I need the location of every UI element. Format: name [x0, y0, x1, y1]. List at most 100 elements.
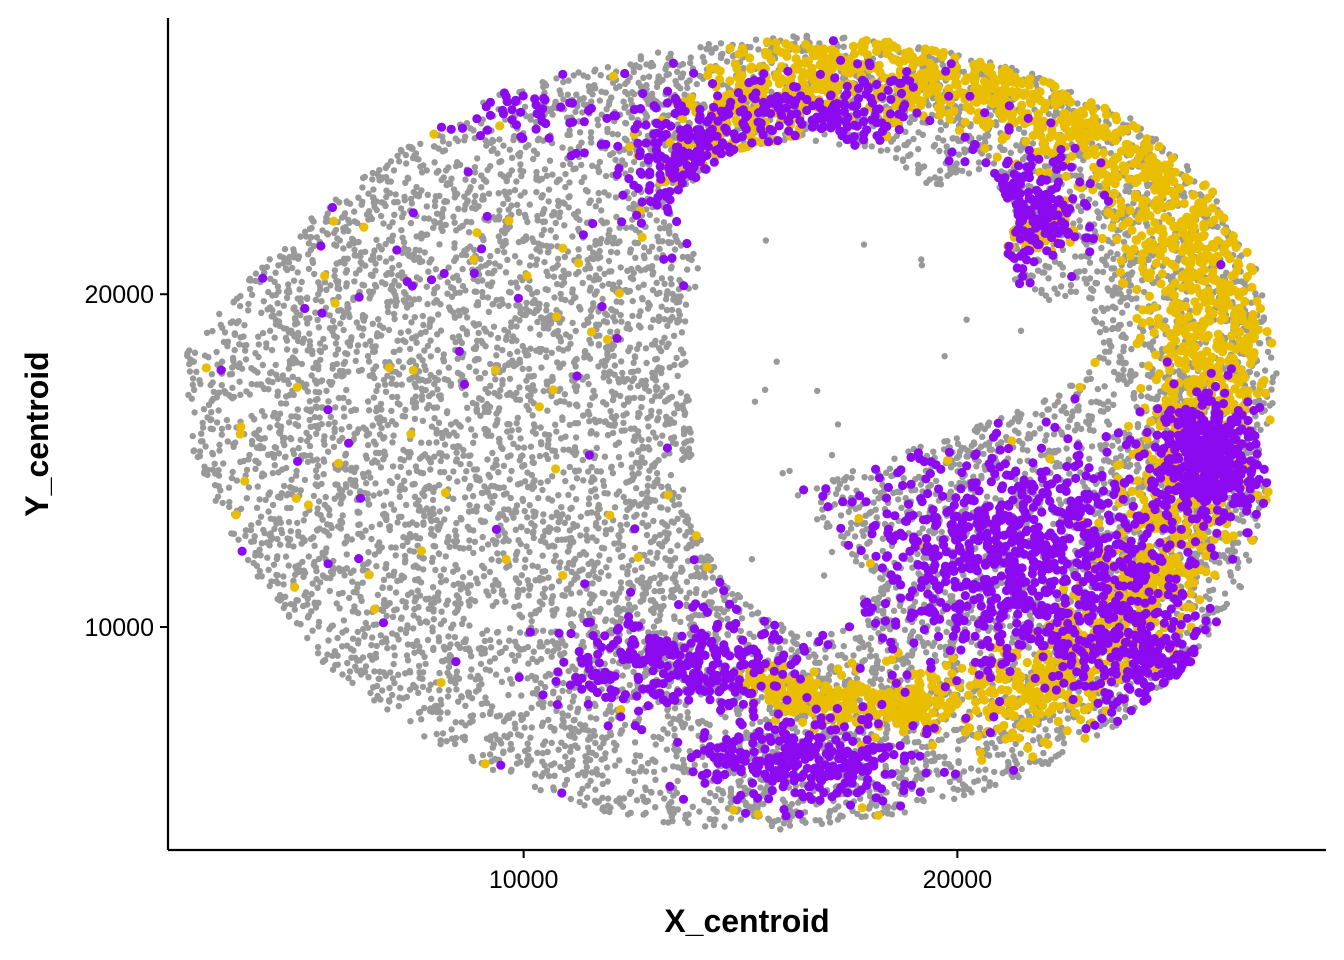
- cell-point-grey: [862, 553, 870, 561]
- cell-point-grey: [617, 553, 624, 561]
- cell-point-grey: [387, 158, 395, 165]
- cell-point-grey: [847, 525, 855, 532]
- cell-point-grey: [1115, 376, 1122, 383]
- cell-point-grey: [1055, 496, 1063, 503]
- cell-point-grey: [424, 191, 431, 198]
- cell-point-grey: [585, 380, 592, 388]
- cell-point-grey: [554, 526, 561, 533]
- cell-point-grey: [650, 517, 657, 525]
- cell-point-grey: [943, 143, 950, 150]
- cell-point-grey: [606, 599, 613, 606]
- cell-point-grey: [1254, 421, 1261, 428]
- cell-point-grey: [552, 234, 559, 241]
- cell-point-grey: [576, 303, 583, 311]
- cell-point-grey: [657, 612, 664, 619]
- cell-point-grey: [467, 596, 475, 603]
- cell-point-grey: [901, 141, 908, 149]
- cell-point-grey: [1110, 255, 1117, 262]
- cell-point-grey: [881, 735, 888, 743]
- cell-point-grey: [578, 161, 585, 169]
- cell-point-grey: [652, 356, 659, 363]
- cell-point-grey: [354, 628, 361, 636]
- cell-point-grey: [395, 282, 402, 289]
- cell-point-grey: [645, 248, 653, 255]
- cell-point-grey: [537, 424, 544, 431]
- cell-point-grey: [398, 513, 405, 520]
- cell-point-grey: [469, 204, 476, 211]
- cell-point-grey: [615, 454, 623, 461]
- cell-point-grey: [639, 574, 646, 581]
- cell-point-grey: [229, 384, 236, 391]
- cell-point-grey: [370, 186, 377, 193]
- cell-point-grey: [213, 348, 220, 356]
- cell-point-grey: [976, 134, 983, 141]
- cell-point-grey: [452, 527, 459, 534]
- cell-point-grey: [579, 456, 586, 464]
- cell-point-grey: [660, 594, 667, 602]
- cell-point-grey: [268, 346, 276, 354]
- cell-point-grey: [901, 626, 909, 634]
- cell-point-grey: [687, 54, 694, 61]
- cell-point-grey: [1052, 753, 1060, 760]
- cell-point-grey: [973, 463, 980, 470]
- cell-point-grey: [543, 172, 551, 179]
- cell-point-grey: [405, 295, 413, 302]
- cell-point-grey: [435, 550, 443, 557]
- cell-point-grey: [429, 554, 436, 562]
- cell-point-grey: [765, 815, 772, 822]
- cell-point-grey: [548, 349, 555, 357]
- cell-point-grey: [605, 192, 612, 199]
- cell-point-grey: [965, 170, 973, 177]
- cell-point-grey: [1070, 220, 1077, 227]
- cell-point-grey: [428, 517, 435, 525]
- cell-point-grey: [428, 695, 435, 702]
- cell-point-grey: [315, 324, 323, 331]
- cell-point-grey: [437, 572, 444, 580]
- cell-point-grey: [1245, 557, 1253, 564]
- cell-point-grey: [471, 164, 479, 171]
- cell-point-grey: [479, 277, 486, 284]
- cell-point-grey: [1114, 250, 1121, 258]
- cell-point-grey: [609, 657, 617, 665]
- cell-point-grey: [900, 475, 907, 482]
- cell-point-grey: [295, 444, 302, 452]
- cell-point-grey: [415, 662, 423, 670]
- cell-point-grey: [627, 167, 635, 174]
- cell-point-grey: [199, 424, 207, 431]
- cell-point-grey: [586, 336, 593, 344]
- cell-point-grey: [981, 786, 988, 793]
- cell-point-grey: [462, 176, 469, 183]
- cell-point-grey: [587, 284, 594, 291]
- cell-point-grey: [380, 576, 388, 583]
- cell-point-grey: [464, 245, 471, 253]
- cell-point-grey: [598, 207, 605, 214]
- cell-point-grey: [619, 672, 626, 679]
- cell-point-grey: [1112, 304, 1119, 312]
- cell-point-grey: [403, 501, 410, 509]
- cell-point-grey: [208, 409, 215, 416]
- cell-point-grey: [281, 482, 288, 490]
- cell-point-grey: [637, 500, 645, 508]
- cell-point-grey: [585, 83, 593, 90]
- cell-point-grey: [671, 705, 679, 712]
- cell-point-grey: [822, 654, 829, 661]
- cell-point-grey: [365, 358, 373, 365]
- cell-point-grey: [425, 268, 432, 275]
- cell-point-grey: [364, 441, 372, 449]
- cell-point-grey: [579, 279, 586, 287]
- cell-point-grey: [369, 422, 376, 429]
- cell-point-grey: [458, 620, 466, 628]
- cell-point-grey: [671, 410, 678, 417]
- cell-point-grey: [390, 432, 397, 439]
- cell-point-grey: [527, 325, 534, 332]
- cell-point-grey: [679, 756, 687, 764]
- cell-point-grey: [554, 255, 562, 262]
- cell-point-grey: [542, 451, 550, 459]
- cell-point-grey: [460, 446, 467, 454]
- cell-point-grey: [879, 547, 886, 555]
- cell-point-grey: [768, 88, 775, 96]
- cell-point-grey: [566, 463, 573, 471]
- cell-point-grey: [635, 470, 642, 477]
- cell-point-grey: [586, 401, 594, 409]
- cell-point-grey: [549, 473, 556, 480]
